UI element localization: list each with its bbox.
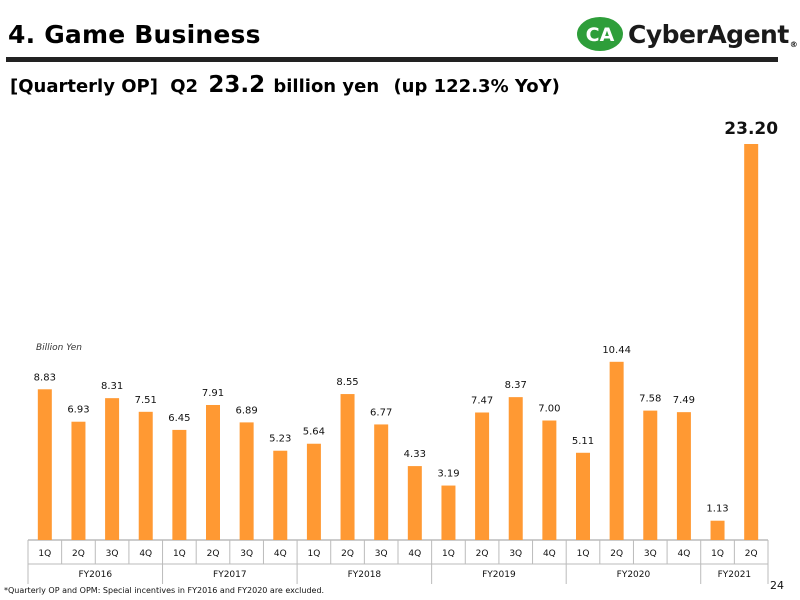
bar-8 xyxy=(306,443,321,540)
bar-4 xyxy=(172,429,187,540)
bar-14 xyxy=(508,397,523,540)
bar-value-label-4: 6.45 xyxy=(168,413,190,424)
logo-mark-text: CA xyxy=(586,24,615,46)
y-unit-label: Billion Yen xyxy=(36,343,82,353)
group-label-0: FY2016 xyxy=(78,570,112,580)
bar-value-label-11: 4.33 xyxy=(404,449,426,460)
x-tick-label-9: 2Q xyxy=(341,549,354,559)
x-tick-label-3: 4Q xyxy=(139,549,152,559)
bar-11 xyxy=(407,466,422,540)
x-tick-label-15: 4Q xyxy=(543,549,556,559)
x-tick-label-5: 2Q xyxy=(207,549,220,559)
bar-1 xyxy=(71,421,86,540)
bar-value-label-3: 7.51 xyxy=(135,395,157,406)
bar-2 xyxy=(105,398,120,540)
bar-20 xyxy=(710,520,725,540)
headline-unit: billion yen xyxy=(273,76,380,97)
bar-value-label-13: 7.47 xyxy=(471,395,493,406)
bar-19 xyxy=(676,412,691,540)
headline-quarter: Q2 xyxy=(170,76,199,97)
group-label-5: FY2021 xyxy=(718,570,752,580)
page-title: 4. Game Business xyxy=(8,20,261,49)
group-label-3: FY2019 xyxy=(482,570,516,580)
bar-15 xyxy=(542,420,557,540)
bar-9 xyxy=(340,394,355,540)
bar-value-label-14: 8.37 xyxy=(505,380,527,391)
bar-value-label-1: 6.93 xyxy=(67,405,89,416)
bar-value-label-7: 5.23 xyxy=(269,434,291,445)
x-tick-label-18: 3Q xyxy=(644,549,657,559)
x-tick-label-17: 2Q xyxy=(610,549,623,559)
x-tick-label-12: 1Q xyxy=(442,549,455,559)
x-tick-label-7: 4Q xyxy=(274,549,287,559)
bar-value-label-19: 7.49 xyxy=(673,395,695,406)
x-tick-label-0: 1Q xyxy=(38,549,51,559)
bar-value-label-9: 8.55 xyxy=(336,377,358,388)
cyberagent-logo-mark-icon: CA xyxy=(577,17,623,51)
bar-value-label-21: 23.20 xyxy=(724,119,778,139)
title-divider xyxy=(6,57,778,62)
x-tick-label-1: 2Q xyxy=(72,549,85,559)
headline-bracket: [Quarterly OP] xyxy=(10,76,158,97)
headline: [Quarterly OP] Q2 23.2 billion yen (up 1… xyxy=(10,72,560,98)
bar-5 xyxy=(206,404,220,540)
bar-value-label-18: 7.58 xyxy=(639,394,661,405)
bar-21 xyxy=(744,144,759,540)
bar-18 xyxy=(643,410,658,540)
headline-value: 23.2 xyxy=(208,72,266,98)
bar-0 xyxy=(37,389,52,540)
group-label-4: FY2020 xyxy=(617,570,651,580)
x-tick-label-6: 3Q xyxy=(240,549,253,559)
bar-3 xyxy=(138,411,153,540)
bar-value-label-10: 6.77 xyxy=(370,407,392,418)
x-tick-label-16: 1Q xyxy=(577,549,590,559)
bar-6 xyxy=(239,422,254,540)
bar-value-label-15: 7.00 xyxy=(538,404,560,415)
bar-12 xyxy=(441,485,456,540)
page-number: 24 xyxy=(770,579,784,592)
bar-value-label-12: 3.19 xyxy=(437,469,459,480)
x-tick-label-8: 1Q xyxy=(308,549,321,559)
x-tick-label-20: 1Q xyxy=(711,549,724,559)
bar-16 xyxy=(576,452,590,540)
bar-13 xyxy=(475,412,490,540)
logo-text: CyberAgent® xyxy=(628,19,798,49)
group-label-1: FY2017 xyxy=(213,570,247,580)
bar-value-label-8: 5.64 xyxy=(303,427,325,438)
bar-7 xyxy=(273,450,288,540)
footnote: *Quarterly OP and OPM: Special incentive… xyxy=(4,586,325,595)
headline-yoy: (up 122.3% YoY) xyxy=(393,76,560,97)
bar-value-label-5: 7.91 xyxy=(202,388,224,399)
x-tick-label-19: 4Q xyxy=(678,549,691,559)
bar-value-label-20: 1.13 xyxy=(706,504,728,515)
bar-value-label-0: 8.83 xyxy=(34,372,56,383)
x-tick-label-2: 3Q xyxy=(106,549,119,559)
x-tick-label-14: 3Q xyxy=(509,549,522,559)
x-tick-label-4: 1Q xyxy=(173,549,186,559)
x-tick-label-10: 3Q xyxy=(375,549,388,559)
x-tick-label-13: 2Q xyxy=(476,549,489,559)
company-logo: CA CyberAgent® xyxy=(576,14,798,54)
bar-value-label-2: 8.31 xyxy=(101,381,123,392)
bar-17 xyxy=(609,361,624,540)
group-label-2: FY2018 xyxy=(348,570,382,580)
x-tick-label-11: 4Q xyxy=(408,549,421,559)
bar-value-label-16: 5.11 xyxy=(572,436,594,447)
bar-value-label-6: 6.89 xyxy=(236,405,258,416)
bar-value-label-17: 10.44 xyxy=(602,345,631,356)
x-tick-label-21: 2Q xyxy=(745,549,758,559)
bar-10 xyxy=(374,424,389,540)
